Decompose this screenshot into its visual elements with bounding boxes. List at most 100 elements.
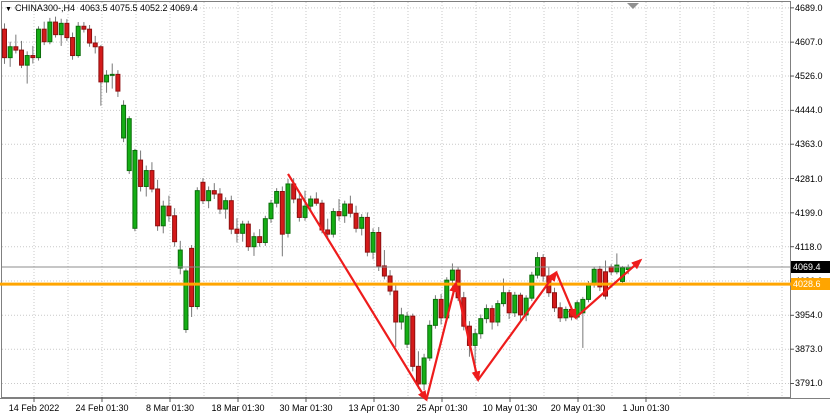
price-axis-label: 4281.0 bbox=[795, 173, 823, 184]
trend-arrow[interactable] bbox=[574, 258, 643, 319]
trend-arrow[interactable] bbox=[477, 270, 558, 381]
plot-border bbox=[1, 1, 791, 398]
candle-up bbox=[534, 257, 540, 276]
candle-down bbox=[551, 292, 557, 309]
candle-up bbox=[563, 308, 569, 319]
candle-down bbox=[87, 28, 93, 44]
current-price-tag: 4069.4 bbox=[791, 261, 830, 274]
price-axis-label: 3873.0 bbox=[795, 344, 823, 355]
candle-up bbox=[308, 198, 314, 207]
symbol-ohlc-label: ▼ CHINA300-,H4 4063.5 4075.5 4052.2 4069.… bbox=[5, 3, 198, 13]
time-axis-label: 1 Jun 01:30 bbox=[622, 403, 670, 413]
candle-up bbox=[404, 315, 410, 345]
candle-down bbox=[557, 307, 563, 319]
candle-down bbox=[517, 294, 523, 316]
candle-down bbox=[200, 181, 206, 202]
candle-down bbox=[172, 215, 178, 243]
candle-down bbox=[393, 290, 399, 323]
candle-down bbox=[138, 159, 144, 187]
candle-up bbox=[7, 46, 13, 59]
candle-down bbox=[376, 231, 382, 267]
time-axis-label: 20 May 01:30 bbox=[550, 403, 606, 413]
candle-up bbox=[330, 211, 336, 235]
candle-down bbox=[81, 25, 87, 30]
time-axis-label: 14 Feb 2022 bbox=[8, 403, 60, 413]
price-axis-label: 4118.0 bbox=[795, 241, 822, 252]
candle-up bbox=[47, 21, 53, 43]
price-axis-label: 4444.0 bbox=[795, 105, 823, 116]
candle-down bbox=[325, 229, 331, 235]
candle-down bbox=[597, 268, 603, 288]
time-axis-label: 24 Feb 01:30 bbox=[75, 403, 129, 413]
candle-up bbox=[143, 170, 149, 187]
candle-up bbox=[262, 218, 268, 244]
candle-down bbox=[228, 200, 234, 230]
candle-up bbox=[194, 190, 200, 308]
candle-down bbox=[30, 55, 36, 59]
candle-down bbox=[149, 170, 155, 190]
candle-down bbox=[53, 21, 59, 36]
candle-up bbox=[421, 357, 427, 385]
symbol-name: CHINA300-,H4 bbox=[14, 3, 75, 13]
candle-up bbox=[36, 28, 42, 59]
candle-up bbox=[586, 283, 592, 300]
candle-up bbox=[370, 231, 376, 253]
candle-down bbox=[245, 223, 251, 248]
candle-down bbox=[92, 42, 98, 48]
candle-down bbox=[313, 198, 319, 204]
candle-up bbox=[398, 314, 404, 323]
candle-down bbox=[279, 190, 285, 235]
candle-up bbox=[478, 318, 484, 335]
candle-up bbox=[302, 205, 308, 218]
candle-down bbox=[347, 203, 353, 214]
price-axis-label: 4526.0 bbox=[795, 71, 823, 82]
candle-up bbox=[223, 200, 229, 210]
candle-down bbox=[336, 211, 342, 217]
candle-down bbox=[381, 265, 387, 277]
price-axis-label: 3791.0 bbox=[795, 378, 823, 389]
candle-up bbox=[58, 22, 64, 36]
candle-down bbox=[155, 188, 161, 227]
candle-up bbox=[251, 236, 257, 248]
candle-down bbox=[13, 46, 19, 51]
price-axis-label: 4199.0 bbox=[795, 207, 823, 218]
candle-down bbox=[70, 37, 76, 57]
candle-down bbox=[489, 308, 495, 323]
trend-arrow[interactable] bbox=[425, 280, 458, 401]
price-axis[interactable] bbox=[790, 0, 830, 398]
candle-down bbox=[64, 22, 70, 39]
candle-down bbox=[166, 205, 172, 217]
trend-arrow[interactable] bbox=[555, 271, 577, 320]
candle-up bbox=[529, 274, 535, 299]
candle-up bbox=[472, 333, 478, 346]
candle-up bbox=[483, 308, 489, 320]
price-axis-label: 4607.0 bbox=[795, 37, 823, 48]
candle-up bbox=[359, 216, 365, 229]
trend-arrow[interactable] bbox=[454, 282, 481, 383]
price-axis-label: 4689.0 bbox=[795, 2, 823, 13]
symbol-dropdown-icon[interactable]: ▼ bbox=[5, 6, 12, 13]
candle-down bbox=[438, 298, 444, 319]
candle-up bbox=[109, 73, 115, 76]
candle-down bbox=[364, 216, 370, 253]
time-axis-label: 10 May 01:30 bbox=[482, 403, 538, 413]
candle-down bbox=[234, 228, 240, 234]
candle-up bbox=[206, 190, 212, 202]
candle-down bbox=[217, 193, 223, 210]
candle-down bbox=[506, 292, 512, 314]
chart-shift-marker-icon[interactable] bbox=[627, 3, 639, 9]
candle-up bbox=[342, 203, 348, 217]
candle-up bbox=[132, 149, 138, 229]
candle-down bbox=[415, 365, 421, 385]
candle-up bbox=[512, 294, 518, 314]
candle-up bbox=[614, 264, 620, 273]
price-axis-label: 4363.0 bbox=[795, 139, 823, 150]
candle-down bbox=[296, 198, 302, 218]
candle-down bbox=[257, 236, 263, 244]
candle-up bbox=[500, 292, 506, 305]
candle-up bbox=[177, 249, 183, 269]
time-axis-label: 18 Mar 01:30 bbox=[211, 403, 265, 413]
hline-price-tag: 4028.6 bbox=[791, 278, 830, 291]
trend-arrow[interactable] bbox=[287, 173, 428, 402]
